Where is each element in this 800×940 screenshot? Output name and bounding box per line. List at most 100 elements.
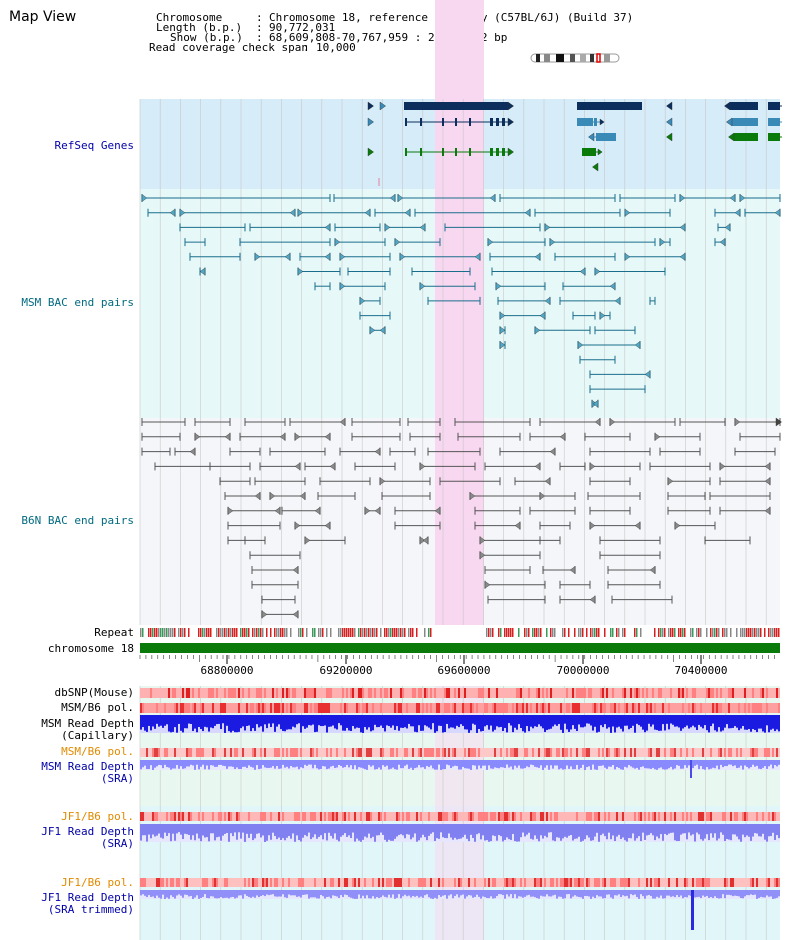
dbsnp-heat-cell [264,688,266,698]
track-label-jf1-pol-2[interactable]: JF1/B6 pol. [0,877,134,888]
msm-pol2-heat-cell [538,748,540,757]
msm-sra-depth-bar [766,760,768,769]
dbsnp-heat-cell [150,688,152,698]
jf1-pol-heat-cell [664,812,666,821]
jf1-depth-bar [572,824,574,841]
track-label-jf1-pol[interactable]: JF1/B6 pol. [0,811,134,822]
jf1-trimmed-depth-bar [566,890,568,894]
dbsnp-heat-cell [184,688,186,698]
jf1-depth-bar [550,824,552,832]
msm-pol-heat-cell [310,703,312,713]
msm-pol-heat-cell [446,703,448,713]
msm-bac-end-arrow [645,371,650,378]
msm-pol-heat-cell [450,703,452,713]
dbsnp-heat-cell [448,688,450,698]
msm-pol2-heat-cell [256,748,258,757]
msm-sra-depth-bar [688,760,690,765]
jf1-pol-heat-cell [412,812,414,821]
dbsnp-heat-cell [762,688,764,698]
msm-capillary-depth-bar [244,715,246,730]
msm-sra-depth-bar [314,760,316,765]
jf1-pol-heat-cell [460,812,462,821]
jf1-pol-heat-cell [702,812,704,821]
msm-pol2-heat-cell [456,748,458,757]
gene-row2-exon [405,118,407,126]
msm-capillary-depth-bar [560,715,562,730]
jf1-pol-heat-cell [700,812,702,821]
jf1-trimmed-depth-bar [162,890,164,895]
track-label-msm-bac[interactable]: MSM BAC end pairs [0,297,134,308]
gene-row1d-exon [768,102,780,110]
jf1-trimmed-depth-bar [588,890,590,896]
msm-pol2-heat-cell [574,748,576,757]
jf1-pol2-heat-cell [446,878,448,887]
jf1-pol2-heat-cell [586,878,588,887]
track-label-msm-pol[interactable]: MSM/B6 pol. [0,702,134,713]
jf1-pol2-heat-cell [766,878,768,887]
track-label-refseq[interactable]: RefSeq Genes [0,140,134,151]
track-label-b6n-bac[interactable]: B6N BAC end pairs [0,515,134,526]
msm-sra-depth-bar [424,760,426,769]
msm-sra-depth-bar [378,760,380,767]
msm-bac-end-arrow [285,253,290,260]
msm-sra-depth-bar [292,760,294,767]
jf1-pol-heat-cell [234,812,236,821]
jf1-pol2-heat-cell [228,878,230,887]
track-label-msm-pol-2[interactable]: MSM/B6 pol. [0,746,134,757]
dbsnp-heat-cell [170,688,172,698]
msm-pol-heat-cell [338,703,340,713]
jf1-pol-heat-cell [574,812,576,821]
msm-capillary-depth-bar [744,715,746,730]
track-label-msm-depth-sra[interactable]: MSM Read Depth [0,761,134,772]
dbsnp-heat-cell [598,688,600,698]
track-label-chromosome[interactable]: chromosome 18 [0,643,134,654]
dbsnp-heat-cell [298,688,300,698]
jf1-depth-bar [594,824,596,837]
msm-pol2-heat-cell [512,748,514,757]
jf1-pol-heat-cell [286,812,288,821]
msm-capillary-depth-bar [292,715,294,727]
jf1-depth-bar [402,824,404,835]
b6n-bac-end-arrow [280,433,285,440]
dbsnp-heat-cell [420,688,422,698]
msm-pol-heat-cell [518,703,520,713]
msm-bac-end-arrow [298,209,303,216]
jf1-trimmed-depth-bar [528,890,530,895]
msm-pol2-heat-cell [378,748,380,757]
msm-pol-heat-cell [368,703,370,713]
jf1-depth-bar [508,824,510,839]
msm-pol-heat-cell [612,703,614,713]
msm-pol2-heat-cell [734,748,736,757]
jf1-depth-bar [754,824,756,833]
jf1-trimmed-depth-bar [698,890,700,897]
track-label-repeat[interactable]: Repeat [0,627,134,638]
jf1-pol-heat-cell [332,812,334,821]
msm-sra-depth-bar [652,760,654,768]
jf1-pol2-heat-cell [262,878,264,887]
track-label-msm-depth-cap[interactable]: MSM Read Depth [0,718,134,729]
msm-capillary-depth-bar [194,715,196,729]
msm-pol-heat-cell [596,703,598,713]
jf1-trimmed-depth-bar [634,890,636,894]
track-label-dbsnp[interactable]: dbSNP(Mouse) [0,687,134,698]
track-label-jf1-trimmed[interactable]: JF1 Read Depth [0,892,134,903]
dbsnp-heat-cell [174,688,176,698]
msm-sra-depth-bar [622,760,624,770]
msm-capillary-depth-bar [542,715,544,728]
jf1-pol-heat-cell [656,812,658,821]
msm-pol-heat-cell [488,703,490,713]
jf1-depth-bar [386,824,388,842]
jf1-pol2-heat-cell [476,878,478,887]
msm-pol-heat-cell [624,703,626,713]
msm-capillary-depth-bar [368,715,370,727]
jf1-pol2-heat-cell [184,878,186,887]
track-label-jf1-depth[interactable]: JF1 Read Depth [0,826,134,837]
jf1-depth-bar [152,824,154,835]
msm-pol-heat-cell [646,703,648,713]
jf1-depth-bar [340,824,342,837]
repeat-element [490,628,492,637]
msm-sra-depth-bar [180,760,182,766]
msm-pol-heat-cell [330,703,332,713]
dbsnp-heat-cell [252,688,254,698]
msm-pol2-heat-cell [520,748,522,757]
